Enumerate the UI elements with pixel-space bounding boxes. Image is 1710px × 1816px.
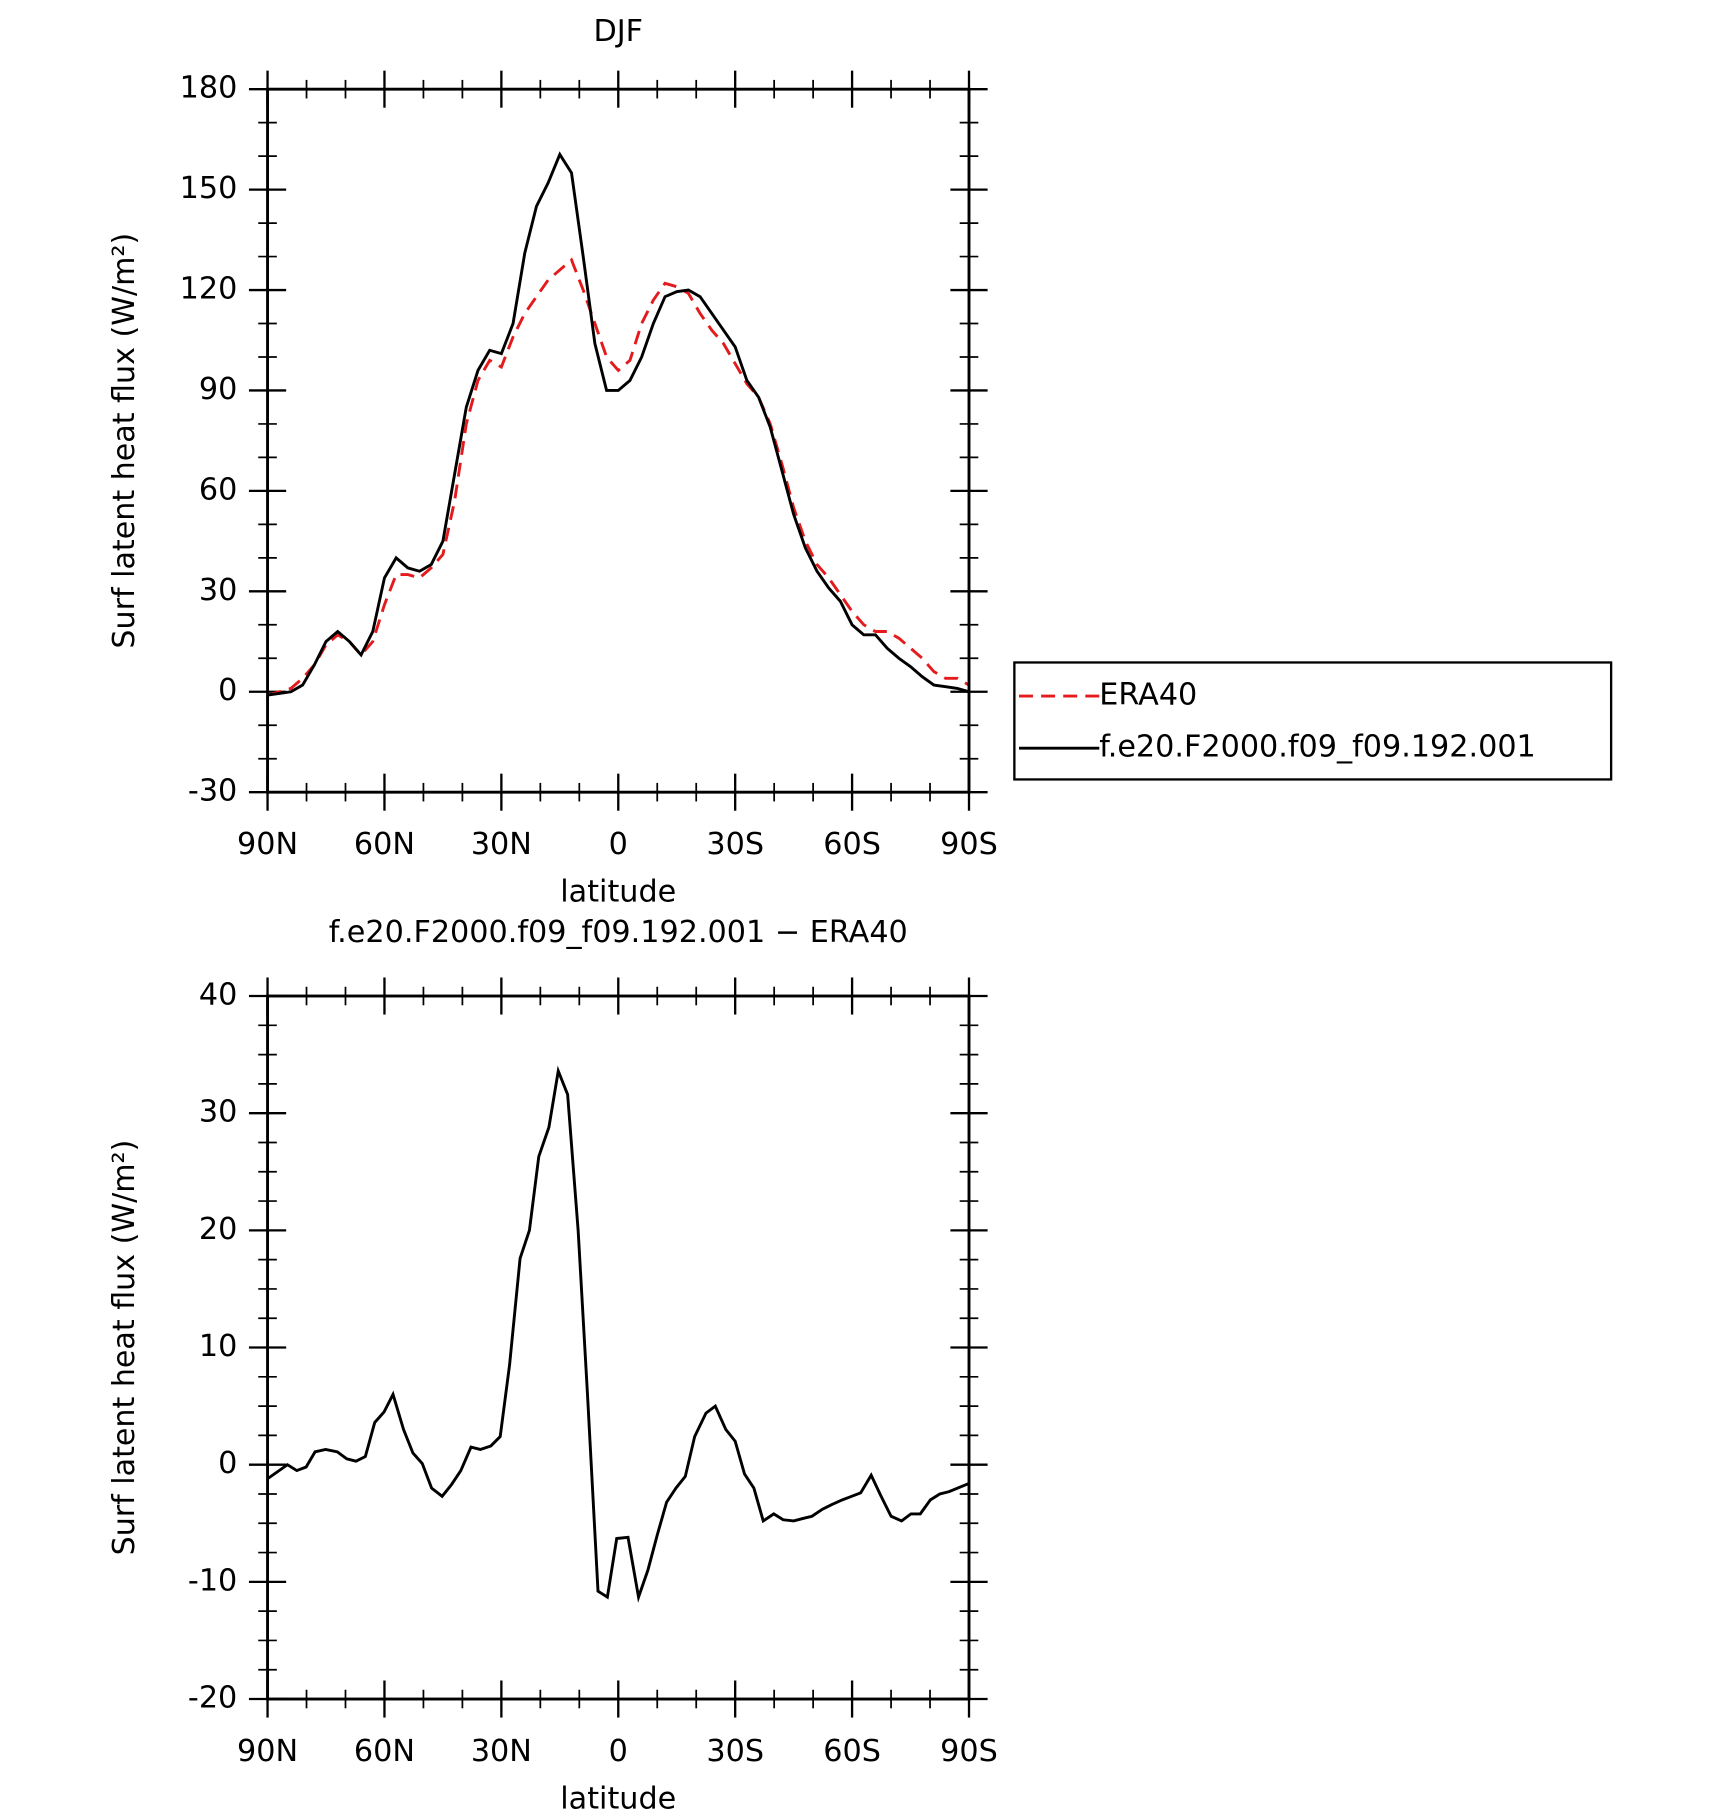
x-tick-label: 0 bbox=[609, 827, 628, 862]
y-axis-label: Surf latent heat flux (W/m²) bbox=[107, 1140, 142, 1556]
x-tick-label: 90N bbox=[237, 827, 298, 862]
x-tick-label: 60S bbox=[823, 1734, 881, 1769]
y-tick-label: -10 bbox=[188, 1563, 237, 1598]
y-tick-label: 30 bbox=[199, 573, 237, 608]
y-axis-label: Surf latent heat flux (W/m²) bbox=[107, 233, 142, 649]
x-tick-label: 30N bbox=[471, 827, 532, 862]
x-tick-label: 60N bbox=[354, 827, 415, 862]
x-tick-label: 90S bbox=[940, 1734, 998, 1769]
x-axis-label: latitude bbox=[560, 1781, 676, 1816]
x-axis-label: latitude bbox=[560, 874, 676, 909]
plot-frame bbox=[266, 87, 971, 794]
y-tick-label: 10 bbox=[199, 1329, 237, 1364]
series-line bbox=[266, 1065, 970, 1603]
y-tick-label: 150 bbox=[180, 171, 238, 206]
chart-title: f.e20.F2000.f09_f09.192.001 − ERA40 bbox=[329, 915, 908, 950]
x-tick-label: 90N bbox=[237, 1734, 298, 1769]
legend-box bbox=[1013, 661, 1613, 781]
x-tick-label: 30S bbox=[706, 1734, 764, 1769]
x-tick-label: 30S bbox=[706, 827, 764, 862]
plot-frame bbox=[266, 994, 971, 1701]
y-tick-label: 120 bbox=[180, 272, 238, 307]
x-tick-label: 0 bbox=[609, 1734, 628, 1769]
y-tick-label: 180 bbox=[180, 71, 238, 106]
y-tick-label: 40 bbox=[199, 978, 237, 1013]
y-tick-label: -30 bbox=[188, 774, 237, 809]
series-line bbox=[267, 257, 970, 697]
y-tick-label: 20 bbox=[199, 1212, 237, 1247]
y-tick-label: 30 bbox=[199, 1095, 237, 1130]
y-tick-label: 0 bbox=[218, 673, 237, 708]
y-tick-label: 0 bbox=[218, 1446, 237, 1481]
chart-title: DJF bbox=[593, 14, 643, 49]
y-tick-label: 60 bbox=[199, 472, 237, 507]
y-tick-label: 90 bbox=[199, 372, 237, 407]
x-tick-label: 60N bbox=[354, 1734, 415, 1769]
y-tick-label: -20 bbox=[188, 1681, 237, 1716]
x-tick-label: 60S bbox=[823, 827, 881, 862]
series-line bbox=[267, 151, 970, 697]
x-tick-label: 90S bbox=[940, 827, 998, 862]
x-tick-label: 30N bbox=[471, 1734, 532, 1769]
legend-label: f.e20.F2000.f09_f09.192.001 bbox=[1099, 730, 1536, 765]
legend-label: ERA40 bbox=[1099, 678, 1197, 713]
